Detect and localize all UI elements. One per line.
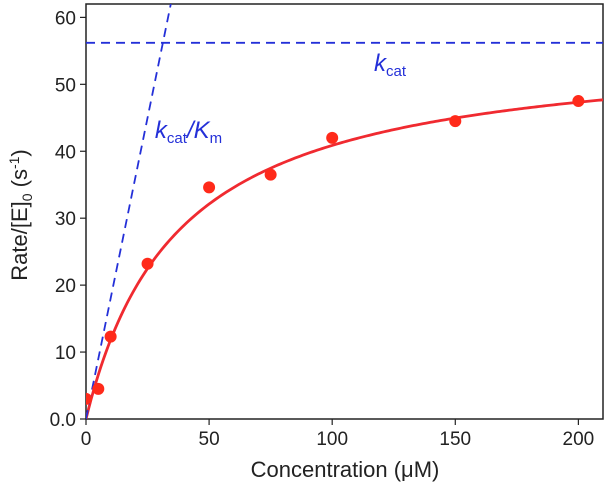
x-tick-label: 200	[563, 429, 595, 450]
data-point	[86, 392, 92, 405]
y-tick-label: 10	[55, 343, 76, 364]
y-tick-label: 40	[55, 142, 76, 163]
annotation-kcat-over-km: kcat/Km	[155, 117, 222, 147]
data-point	[141, 257, 154, 270]
y-tick-label: 60	[55, 8, 76, 29]
plot-frame	[85, 3, 604, 420]
data-point	[92, 382, 105, 395]
data-point	[104, 330, 117, 343]
plot-area	[85, 3, 604, 420]
y-tick-label: 20	[55, 276, 76, 297]
x-axis-title: Concentration (μM)	[251, 457, 440, 482]
y-tick-label: 30	[55, 209, 76, 230]
x-tick-label: 0	[81, 429, 92, 450]
y-axis-title: Rate/[E]0 (s-1)	[6, 149, 35, 281]
x-tick-label: 50	[199, 429, 220, 450]
x-tick-label: 100	[316, 429, 348, 450]
x-tick-label: 150	[439, 429, 471, 450]
annotation-kcat: kcat	[374, 50, 407, 80]
chart-marks	[86, 4, 603, 419]
fit-curve	[86, 98, 603, 419]
axis-ticks: 0 50 100 150 200 0.0 10 20 30 40 50 60	[50, 8, 595, 450]
kcat-km-slope-line	[86, 4, 172, 419]
data-point	[326, 131, 339, 144]
data-point	[449, 115, 462, 128]
data-point	[572, 95, 585, 108]
data-point	[203, 181, 216, 194]
data-point	[264, 168, 277, 181]
y-tick-label: 0.0	[50, 410, 76, 431]
y-tick-label: 50	[55, 75, 76, 96]
